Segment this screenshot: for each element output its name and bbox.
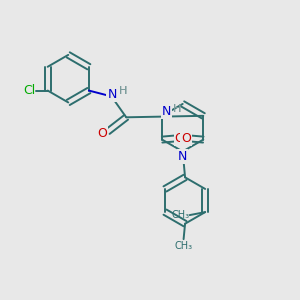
Text: H: H bbox=[119, 85, 128, 96]
Text: N: N bbox=[107, 88, 117, 100]
Text: CH₃: CH₃ bbox=[172, 210, 190, 220]
Text: H: H bbox=[173, 104, 182, 114]
Text: CH₃: CH₃ bbox=[175, 241, 193, 251]
Text: N: N bbox=[107, 88, 117, 100]
Text: O: O bbox=[175, 132, 184, 145]
Text: O: O bbox=[181, 132, 191, 145]
Text: O: O bbox=[175, 132, 184, 145]
Text: N: N bbox=[178, 150, 188, 163]
Text: O: O bbox=[98, 127, 107, 140]
Text: N: N bbox=[178, 150, 188, 163]
Text: N: N bbox=[162, 105, 171, 118]
Text: Cl: Cl bbox=[24, 84, 36, 97]
Text: H: H bbox=[173, 104, 182, 114]
Text: N: N bbox=[162, 105, 171, 118]
Text: O: O bbox=[181, 132, 191, 145]
Text: O: O bbox=[98, 127, 107, 140]
Text: H: H bbox=[119, 85, 128, 96]
